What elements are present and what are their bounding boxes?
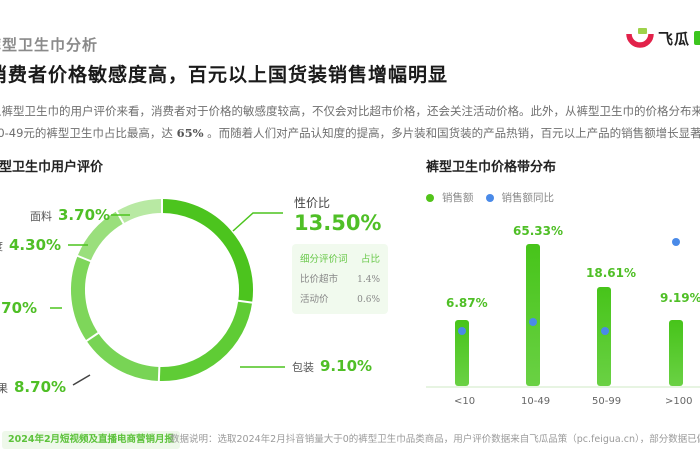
label-baozhuang: 包装 9.10% xyxy=(292,357,373,375)
bar-panel-title: 裤型卫生巾价格带分布 xyxy=(426,160,557,175)
sub-table-header: 细分评价词 占比 xyxy=(300,254,380,265)
x-tick-50-99: 50-99 xyxy=(592,396,622,407)
segment-xingjiabi xyxy=(161,199,253,303)
label-xingjiabi: 性价比 13.50% xyxy=(294,196,382,235)
segment-xiaoguo xyxy=(86,332,160,381)
yoy-dot-50-99 xyxy=(601,327,609,335)
bar-10-49 xyxy=(526,244,540,386)
yoy-dot-lt10 xyxy=(458,327,466,335)
donut-panel-title: 裤型卫生巾用户评价 xyxy=(0,160,104,175)
report-tag: 2024年2月短视频及直播电商营销月报 xyxy=(2,431,181,449)
segment-xishouxing xyxy=(71,255,99,341)
label-shushidu: 舒适度4.30% xyxy=(0,236,62,254)
segment-mianliao xyxy=(116,199,163,224)
yoy-dot-gt100 xyxy=(672,238,680,246)
summary-text: 从裤型卫生巾的用户评价来看，消费者对于价格的敏感度较高，不仅会对比超市价格，还会… xyxy=(0,100,700,144)
sub-table-row: 比价超市 1.4% xyxy=(300,274,380,285)
label-mianliao: 面料 3.70% xyxy=(30,206,111,224)
legend-sales-yoy: 销售额同比 xyxy=(485,190,554,205)
x-tick-gt100: >100 xyxy=(665,396,693,407)
label-xiaoguo: 效果8.70% xyxy=(0,378,67,396)
bar-50-99 xyxy=(597,287,611,386)
summary-line-2-pre: 10-49元的裤型卫生巾占比最高，达 xyxy=(0,126,177,140)
brand-logo: 飞瓜 xyxy=(626,26,700,50)
legend-dot-green-icon xyxy=(426,193,434,202)
summary-line-1: 从裤型卫生巾的用户评价来看，消费者对于价格的敏感度较高，不仅会对比超市价格，还会… xyxy=(0,104,700,118)
bar-lt10 xyxy=(455,320,469,386)
page-headline: 消费者价格敏感度高，百元以上国货装销售增幅明显 xyxy=(0,64,449,86)
summary-line-2-post: 。而随着人们对产品认知度的提高，多片装和国货装的产品热销，百元以上产品的销售额增… xyxy=(203,126,700,140)
legend-dot-blue-icon xyxy=(485,193,494,202)
legend-sales: 销售额 xyxy=(426,190,474,205)
bar-label-50-99: 18.61% xyxy=(586,266,636,280)
data-note: 数据说明：选取2024年2月抖音销量大于0的裤型卫生巾品类商品，用户评价数据来自… xyxy=(170,434,700,445)
bar-label-lt10: 6.87% xyxy=(446,296,488,310)
x-tick-lt10: <10 xyxy=(454,396,476,407)
bar-chart xyxy=(426,238,700,388)
summary-line-2: 10-49元的裤型卫生巾占比最高，达 65% 。而随着人们对产品认知度的提高，多… xyxy=(0,122,700,144)
bar-legend: 销售额 销售额同比 xyxy=(426,190,566,205)
label-xishouxing: 吸收性8.70% xyxy=(0,299,38,317)
segment-baozhuang xyxy=(158,300,253,382)
section-tag: 裤型卫生巾分析 xyxy=(0,36,99,54)
yoy-dot-10-49 xyxy=(529,318,537,326)
logo-text: 飞瓜 xyxy=(658,29,691,48)
bar-label-gt100: 9.19% xyxy=(660,291,700,305)
sub-table-row: 活动价 0.6% xyxy=(300,294,380,305)
bar-label-10-49: 65.33% xyxy=(513,224,563,238)
segment-shushidu xyxy=(77,211,124,262)
logo-badge xyxy=(694,31,700,45)
sub-evaluation-table: 细分评价词 占比 比价超市 1.4% 活动价 0.6% xyxy=(292,244,388,314)
bar-gt100 xyxy=(669,320,683,386)
feigua-logo-icon xyxy=(626,26,654,50)
summary-highlight: 65% xyxy=(176,126,204,140)
donut-chart xyxy=(50,198,285,386)
x-tick-10-49: 10-49 xyxy=(521,396,551,407)
